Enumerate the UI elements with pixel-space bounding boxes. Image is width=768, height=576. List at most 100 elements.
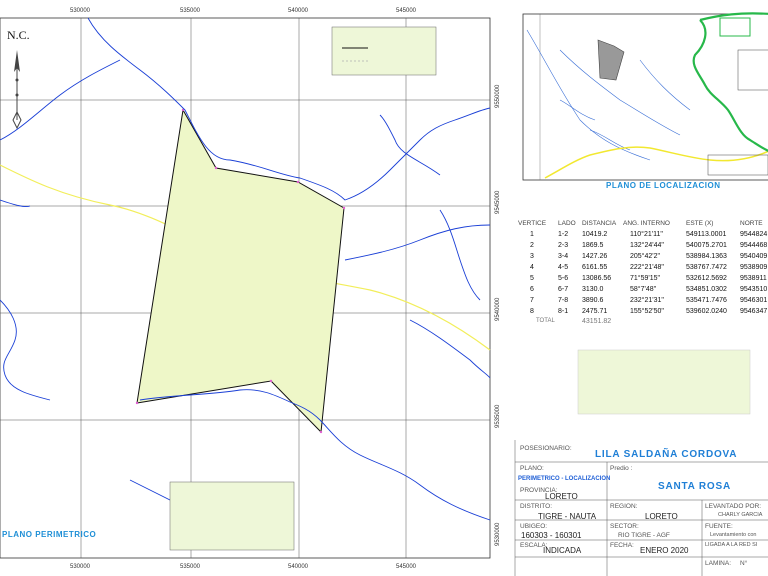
table-cell: 71°59'15" bbox=[630, 275, 660, 282]
table-cell: 2-3 bbox=[558, 242, 569, 249]
sector-value: RIO TIGRE - AGF bbox=[618, 532, 670, 539]
table-cell: 110°21'11" bbox=[630, 231, 663, 238]
table-cell: 3130.0 bbox=[582, 286, 604, 293]
levantado-value: CHARLY GARCIA bbox=[718, 512, 763, 518]
total-label: TOTAL bbox=[536, 318, 555, 324]
header-norte: NORTE bbox=[740, 220, 763, 227]
table-row: 4 4-5 6161.55 222°21'48" 538767.7472 9538909 bbox=[518, 264, 768, 274]
north-arrow-icon bbox=[12, 50, 22, 130]
ubigeo-label: UBIGEO: bbox=[520, 523, 548, 530]
table-cell: 9544468 bbox=[740, 242, 768, 249]
region-value: LORETO bbox=[645, 512, 678, 521]
table-cell: 232°21'31" bbox=[630, 297, 664, 304]
table-row: 5 5-6 13086.56 71°59'15" 532612.5692 9538911 bbox=[518, 275, 768, 285]
table-cell: 8 bbox=[530, 308, 534, 315]
fecha-value: ENERO 2020 bbox=[640, 546, 689, 555]
table-row: 6 6-7 3130.0 58°7'48" 534851.0302 9543510 bbox=[518, 286, 768, 296]
property-polygon bbox=[136, 108, 345, 434]
table-cell: 6 bbox=[530, 286, 534, 293]
total-value: 43151.82 bbox=[582, 318, 612, 325]
sector-label: SECTOR: bbox=[610, 523, 639, 530]
table-cell: 3890.6 bbox=[582, 297, 604, 304]
header-angulo: ANG. INTERNO bbox=[623, 220, 670, 227]
table-cell: 538984.1363 bbox=[686, 253, 727, 260]
predio-value: SANTA ROSA bbox=[658, 481, 731, 492]
rivers bbox=[0, 17, 491, 541]
x-tick-top-4: 545000 bbox=[396, 8, 417, 14]
y-tick-3: 9540000 bbox=[495, 297, 501, 321]
table-cell: 540075.2701 bbox=[686, 242, 727, 249]
vertex-table: VERTICE LADO DISTANCIA ANG. INTERNO ESTE… bbox=[518, 220, 768, 330]
region-label: REGION: bbox=[610, 503, 638, 510]
poseedor-label: POSESIONARIO: bbox=[520, 445, 572, 452]
distrito-label: DISTRITO: bbox=[520, 503, 553, 510]
main-map-title: PLANO PERIMETRICO bbox=[2, 530, 97, 539]
table-cell: 532612.5692 bbox=[686, 275, 727, 282]
y-tick-4: 9535000 bbox=[495, 404, 501, 428]
lamina-label: LAMINA: bbox=[705, 560, 732, 567]
levantado-label: LEVANTADO POR: bbox=[705, 503, 762, 510]
location-map-title: PLANO DE LOCALIZACION bbox=[606, 181, 721, 190]
table-cell: 1869.5 bbox=[582, 242, 604, 249]
table-row: 2 2-3 1869.5 132°24'44" 540075.2701 9544468 bbox=[518, 242, 768, 252]
table-cell: 205°42'2" bbox=[630, 253, 660, 260]
table-cell: 9546347 bbox=[740, 308, 768, 315]
title-block-frame bbox=[514, 440, 768, 576]
table-cell: 9538911 bbox=[740, 275, 767, 282]
table-cell: 155°52'50" bbox=[630, 308, 664, 315]
table-cell: 7-8 bbox=[558, 297, 569, 304]
table-cell: 58°7'48" bbox=[630, 286, 657, 293]
escala-value: INDICADA bbox=[543, 546, 582, 555]
table-cell: 1-2 bbox=[558, 231, 569, 238]
location-map bbox=[522, 12, 768, 181]
x-tick-top-3: 540000 bbox=[288, 8, 309, 14]
table-cell: 2475.71 bbox=[582, 308, 608, 315]
x-tick-bottom-1: 530000 bbox=[70, 564, 91, 570]
provincia-label: PROVINCIA: bbox=[520, 487, 558, 494]
x-tick-bottom-4: 545000 bbox=[396, 564, 417, 570]
table-cell: 535471.7476 bbox=[686, 297, 727, 304]
table-cell: 549113.0001 bbox=[686, 231, 727, 238]
plano-value: PERIMETRICO - LOCALIZACION bbox=[518, 476, 611, 482]
table-cell: 534851.0302 bbox=[686, 286, 727, 293]
table-cell: 7 bbox=[530, 297, 534, 304]
table-cell: 5-6 bbox=[558, 275, 569, 282]
table-cell: 538767.7472 bbox=[686, 264, 727, 271]
table-cell: 9543510 bbox=[740, 286, 768, 293]
y-tick-2: 9545000 bbox=[495, 190, 501, 214]
vertex-markers bbox=[135, 108, 346, 434]
table-cell: 9546301 bbox=[740, 297, 768, 304]
distrito-value: TIGRE - NAUTA bbox=[538, 512, 597, 521]
fuente-label: FUENTE: bbox=[705, 523, 733, 530]
x-tick-bottom-3: 540000 bbox=[288, 564, 309, 570]
fuente-value-2: LIGADA A LA RED SI bbox=[705, 542, 758, 548]
table-cell: 1427.26 bbox=[582, 253, 608, 260]
vertex-table-total: TOTAL 43151.82 bbox=[518, 318, 768, 328]
predio-label: Predio : bbox=[610, 465, 633, 472]
table-cell: 5 bbox=[530, 275, 534, 282]
table-cell: 10419.2 bbox=[582, 231, 608, 238]
table-cell: 222°21'48" bbox=[630, 264, 664, 271]
table-row: 3 3-4 1427.26 205°42'2" 538984.1363 9540409 bbox=[518, 253, 768, 263]
table-cell: 4-5 bbox=[558, 264, 569, 271]
table-cell: 9538909 bbox=[740, 264, 768, 271]
legend-box bbox=[331, 26, 437, 76]
table-cell: 1 bbox=[530, 231, 534, 238]
lamina-value: N° bbox=[740, 560, 748, 567]
plano-label: PLANO: bbox=[520, 465, 544, 472]
table-cell: 6-7 bbox=[558, 286, 569, 293]
x-tick-bottom-2: 535000 bbox=[180, 564, 201, 570]
ubigeo-value: 160303 - 160301 bbox=[521, 531, 582, 540]
table-row: 7 7-8 3890.6 232°21'31" 535471.7476 9546301 bbox=[518, 297, 768, 307]
x-tick-top-1: 530000 bbox=[70, 8, 91, 14]
table-cell: 3-4 bbox=[558, 253, 569, 260]
table-cell: 13086.56 bbox=[582, 275, 612, 282]
table-cell: 6161.55 bbox=[582, 264, 608, 271]
table-cell: 539602.0240 bbox=[686, 308, 727, 315]
y-tick-1: 9550000 bbox=[495, 84, 501, 108]
fecha-label: FECHA: bbox=[610, 542, 634, 549]
x-tick-top-2: 535000 bbox=[180, 8, 201, 14]
fuente-value-1: Levantamiento con bbox=[710, 532, 757, 538]
table-cell: 9540409 bbox=[740, 253, 768, 260]
